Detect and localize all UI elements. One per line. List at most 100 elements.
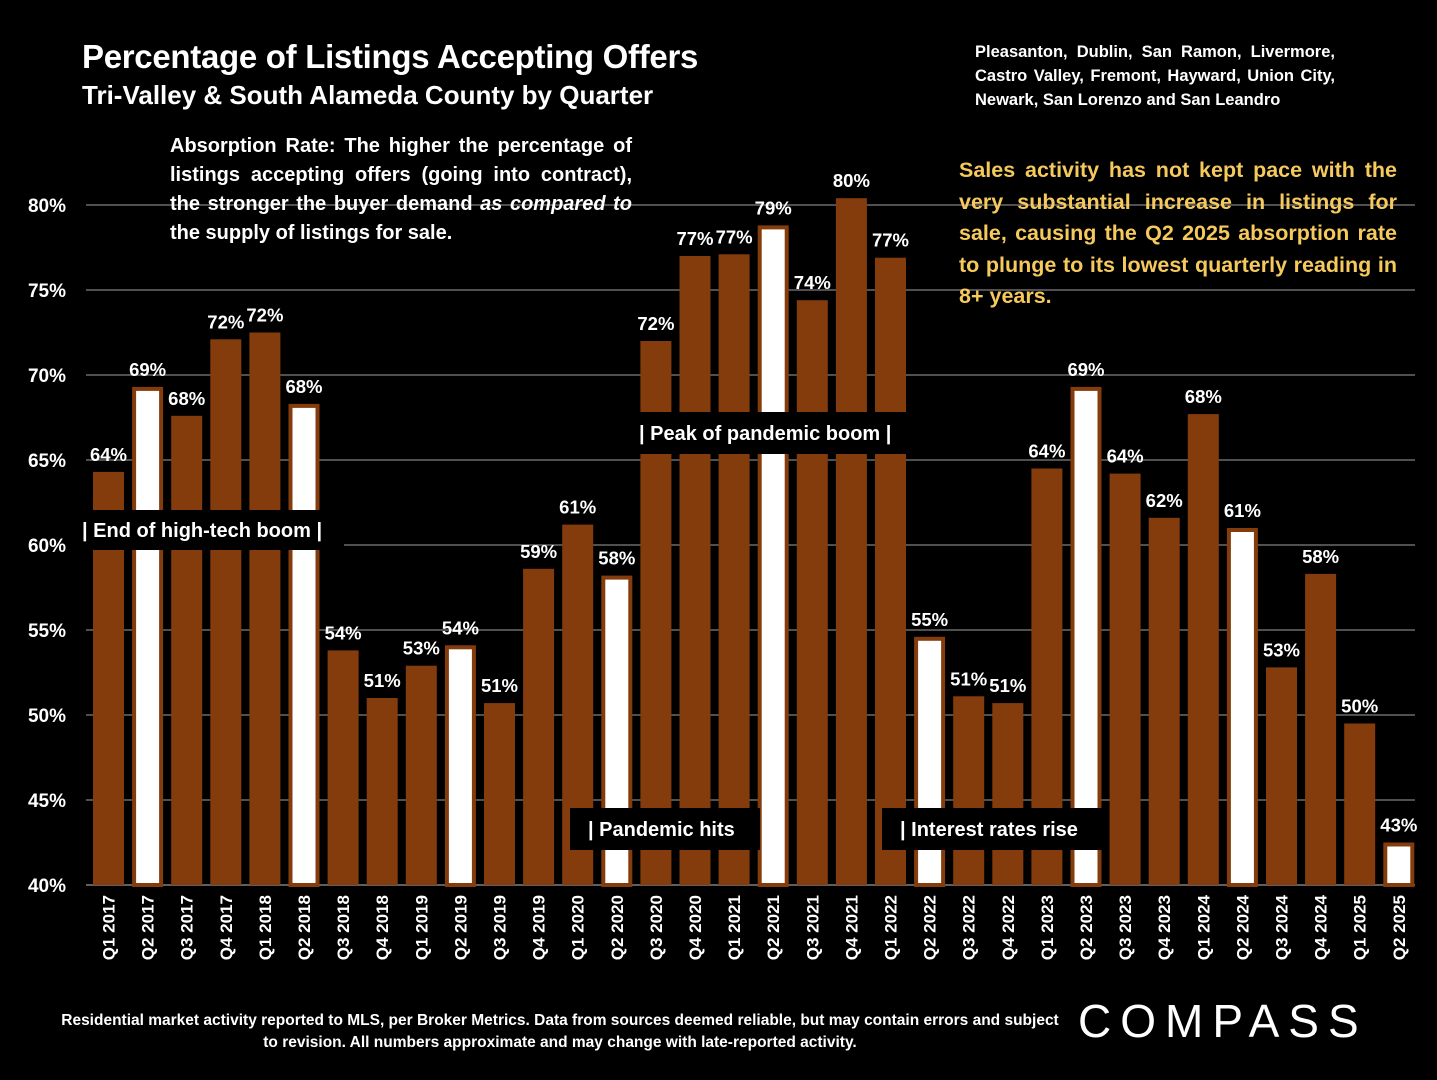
x-tick-label: Q2 2025 xyxy=(1390,895,1409,960)
annotation-label: | Interest rates rise xyxy=(900,819,1078,841)
x-tick-label: Q1 2023 xyxy=(1038,895,1057,960)
x-tick-label: Q1 2021 xyxy=(725,895,744,960)
absorption-note: Absorption Rate: The higher the percenta… xyxy=(170,132,632,248)
bar xyxy=(327,650,359,885)
data-label: 72% xyxy=(637,313,674,334)
bar xyxy=(288,403,320,887)
data-label: 51% xyxy=(364,670,401,691)
x-tick-label: Q3 2024 xyxy=(1273,894,1292,960)
footer-disclaimer: Residential market activity reported to … xyxy=(61,1012,1059,1051)
x-tick-label: Q3 2018 xyxy=(334,895,353,960)
x-tick-label: Q4 2020 xyxy=(686,895,705,960)
bar xyxy=(1344,723,1376,885)
data-label: 77% xyxy=(872,230,909,251)
x-tick-label: Q4 2018 xyxy=(373,895,392,960)
x-tick-label: Q4 2024 xyxy=(1312,894,1331,960)
x-tick-label: Q2 2019 xyxy=(451,895,470,960)
y-tick-label: 55% xyxy=(28,621,66,642)
data-label: 77% xyxy=(676,228,713,249)
bar xyxy=(679,256,711,885)
y-tick-label: 80% xyxy=(28,196,66,217)
x-tick-label: Q2 2021 xyxy=(764,895,783,960)
data-label: 77% xyxy=(716,226,753,247)
absorption-note-prefix: Absorption Rate: The higher the percenta… xyxy=(170,135,632,215)
y-tick-label: 50% xyxy=(28,706,66,727)
chart-title: Percentage of Listings Accepting Offers xyxy=(82,38,699,75)
bar xyxy=(444,645,476,887)
bar xyxy=(1383,842,1415,887)
y-tick-label: 70% xyxy=(28,366,66,387)
chart-subtitle: Tri-Valley & South Alameda County by Qua… xyxy=(82,80,654,110)
annotation-box xyxy=(76,510,344,550)
bar xyxy=(210,339,242,885)
x-tick-label: Q1 2017 xyxy=(100,895,119,960)
y-tick-label: 40% xyxy=(28,876,66,897)
data-label: 64% xyxy=(1028,441,1065,462)
bar xyxy=(405,665,437,885)
data-label: 53% xyxy=(403,638,440,659)
annotation-box xyxy=(882,808,1104,850)
annotation-label: | End of high-tech boom | xyxy=(82,520,322,542)
y-tick-label: 75% xyxy=(28,281,66,302)
absorption-note-suffix: the supply of listings for sale. xyxy=(170,222,453,244)
annotation-box xyxy=(636,412,910,454)
bar xyxy=(718,254,750,886)
bar-chart: 40% 45% 50% 55% 60% 65% 70% 75% 80% 64% Q1 2017 69%… xyxy=(28,170,1417,960)
cities-note: Pleasanton, Dublin, San Ramon, Livermore… xyxy=(975,43,1335,109)
bar xyxy=(875,257,906,885)
x-tick-label: Q4 2021 xyxy=(842,895,861,960)
x-tick-label: Q4 2023 xyxy=(1155,895,1174,960)
data-label: 58% xyxy=(598,548,635,569)
x-tick-label: Q1 2018 xyxy=(256,895,275,960)
data-label: 80% xyxy=(833,170,870,191)
data-label: 53% xyxy=(1263,639,1300,660)
x-tick-label: Q1 2019 xyxy=(412,895,431,960)
bar xyxy=(757,225,789,887)
y-tick-label: 45% xyxy=(28,791,66,812)
x-tick-label: Q4 2017 xyxy=(217,895,236,960)
data-label: 79% xyxy=(755,197,792,218)
data-label: 51% xyxy=(481,675,518,696)
data-label: 74% xyxy=(794,272,831,293)
y-tick-label: 60% xyxy=(28,536,66,557)
x-tick-label: Q2 2022 xyxy=(921,895,940,960)
data-label: 59% xyxy=(520,541,557,562)
data-label: 68% xyxy=(285,376,322,397)
data-label: 54% xyxy=(442,617,479,638)
bar xyxy=(1305,573,1337,885)
bar xyxy=(1266,667,1297,885)
data-label: 43% xyxy=(1380,815,1417,836)
data-label: 51% xyxy=(989,675,1026,696)
x-tick-label: Q2 2020 xyxy=(608,895,627,960)
bar xyxy=(953,696,985,885)
x-tick-label: Q3 2023 xyxy=(1116,895,1135,960)
x-tick-label: Q2 2023 xyxy=(1077,895,1096,960)
data-label: 51% xyxy=(950,668,987,689)
annotation-label: | Peak of pandemic boom | xyxy=(639,423,891,445)
y-tick-label: 65% xyxy=(28,451,66,472)
data-label: 55% xyxy=(911,609,948,630)
x-tick-label: Q2 2018 xyxy=(295,895,314,960)
x-tick-label: Q3 2017 xyxy=(178,895,197,960)
compass-logo: COMPASS xyxy=(1078,995,1368,1047)
x-tick-label: Q1 2022 xyxy=(882,895,901,960)
x-tick-label: Q1 2020 xyxy=(569,895,588,960)
bar xyxy=(1070,386,1102,887)
bar xyxy=(1148,517,1180,885)
x-tick-label: Q1 2024 xyxy=(1194,894,1213,960)
data-label: 54% xyxy=(325,622,362,643)
bar xyxy=(1187,414,1219,885)
bar xyxy=(132,386,164,887)
x-tick-label: Q3 2020 xyxy=(647,895,666,960)
x-tick-label: Q3 2021 xyxy=(803,895,822,960)
data-label: 50% xyxy=(1341,696,1378,717)
bar xyxy=(1226,528,1258,887)
data-label: 72% xyxy=(207,311,244,332)
bar xyxy=(484,703,515,885)
x-tick-label: Q4 2019 xyxy=(530,895,549,960)
x-tick-label: Q2 2024 xyxy=(1233,894,1252,960)
x-tick-label: Q4 2022 xyxy=(999,895,1018,960)
x-tick-label: Q3 2019 xyxy=(491,895,510,960)
annotation-label: | Pandemic hits xyxy=(588,819,735,841)
data-label: 68% xyxy=(1185,386,1222,407)
